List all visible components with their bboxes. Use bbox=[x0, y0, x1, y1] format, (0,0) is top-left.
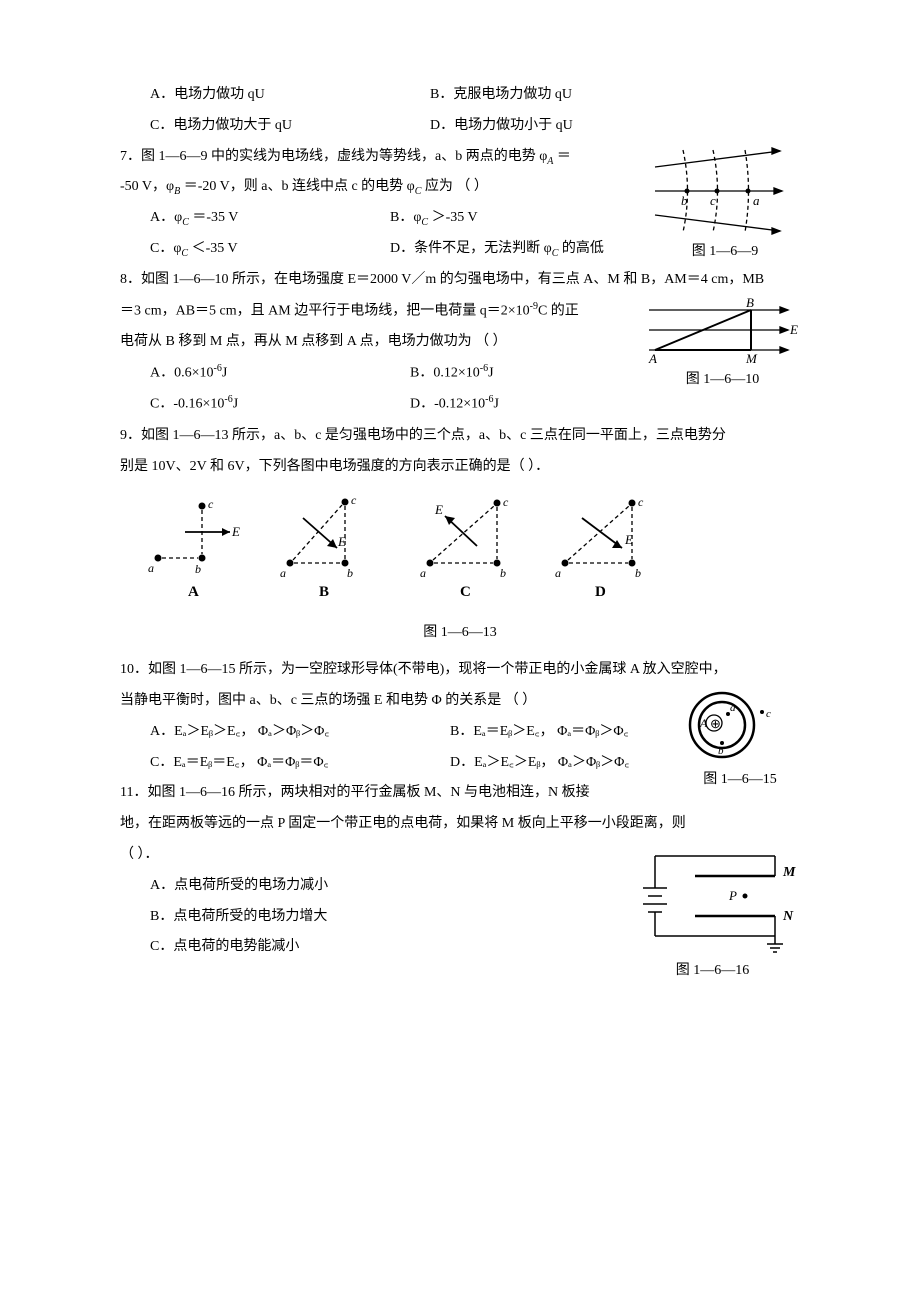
svg-text:c: c bbox=[503, 495, 509, 509]
svg-text:P: P bbox=[728, 888, 737, 903]
svg-text:b: b bbox=[500, 566, 506, 580]
q7-optA: A．φC ＝-35 V bbox=[120, 203, 390, 234]
svg-text:E: E bbox=[624, 532, 633, 547]
q7-figure: b c a 图 1—6—9 bbox=[650, 142, 800, 268]
capacitor-circuit-diagram-icon: P M N bbox=[625, 846, 800, 956]
q10-stem-line1: 10．如图 1—6—15 所示，为一空腔球形导体(不带电)，现将一个带正电的小金… bbox=[120, 655, 800, 686]
svg-text:B: B bbox=[319, 584, 329, 600]
q8-optC: C．-0.16×10-6J bbox=[120, 389, 410, 420]
q6-optA: A．电场力做功 qU bbox=[120, 80, 430, 111]
q6-optC: C．电场力做功大于 qU bbox=[120, 111, 430, 142]
q11-stem-line2: 地，在距两板等远的一点 P 固定一个带正电的点电荷，如果将 M 板向上平移一小段… bbox=[120, 809, 800, 840]
svg-text:b: b bbox=[681, 193, 688, 208]
svg-text:a: a bbox=[753, 193, 760, 208]
q10-block: 10．如图 1—6—15 所示，为一空腔球形导体(不带电)，现将一个带正电的小金… bbox=[120, 655, 800, 778]
q7-fig-caption: 图 1—6—9 bbox=[650, 237, 800, 268]
q7-optC: C．φC ＜-35 V bbox=[120, 234, 390, 265]
q7-optB: B．φC ＞-35 V bbox=[390, 203, 478, 234]
triangle-field-diagram-icon: A M B E bbox=[645, 295, 800, 365]
svg-text:a: a bbox=[555, 566, 561, 580]
svg-text:c: c bbox=[638, 495, 644, 509]
four-panels-diagram-icon: a b c E A a b c E B bbox=[120, 488, 680, 618]
svg-text:c: c bbox=[208, 497, 214, 511]
svg-text:C: C bbox=[460, 584, 471, 600]
svg-text:A: A bbox=[648, 351, 657, 365]
svg-text:c: c bbox=[351, 493, 357, 507]
q6-options-row1: A．电场力做功 qU B．克服电场力做功 qU bbox=[120, 80, 800, 111]
svg-text:a: a bbox=[730, 702, 736, 714]
q9-block: 9．如图 1—6—13 所示，a、b、c 是匀强电场中的三个点，a、b、c 三点… bbox=[120, 421, 800, 649]
q9-stem-line1: 9．如图 1—6—13 所示，a、b、c 是匀强电场中的三个点，a、b、c 三点… bbox=[120, 421, 800, 452]
svg-text:a: a bbox=[148, 561, 154, 575]
q11-fig-caption: 图 1—6—16 bbox=[625, 956, 800, 987]
q8-optA: A．0.6×10-6J bbox=[120, 358, 410, 389]
svg-text:B: B bbox=[746, 295, 754, 310]
svg-text:E: E bbox=[337, 534, 346, 549]
svg-text:A: A bbox=[699, 716, 708, 730]
svg-text:N: N bbox=[782, 909, 794, 924]
svg-text:E: E bbox=[231, 524, 240, 539]
svg-text:c: c bbox=[710, 193, 716, 208]
hollow-sphere-diagram-icon: A ⊕ a b c bbox=[680, 685, 790, 765]
q8-fig-caption: 图 1—6—10 bbox=[645, 365, 800, 396]
svg-text:M: M bbox=[782, 865, 796, 880]
q6-optB: B．克服电场力做功 qU bbox=[430, 80, 572, 111]
q10-optD: D．Eₐ＞E꜀＞Eᵦ， Φₐ＞Φᵦ＞Φ꜀ bbox=[450, 748, 629, 779]
field-lines-diagram-icon: b c a bbox=[650, 142, 800, 237]
q10-optA: A．Eₐ＞Eᵦ＞E꜀， Φₐ＞Φᵦ＞Φ꜀ bbox=[120, 717, 450, 748]
q8-stem-line1: 8．如图 1—6—10 所示，在电场强度 E＝2000 V／m 的匀强电场中，有… bbox=[120, 265, 800, 296]
svg-text:b: b bbox=[195, 562, 201, 576]
svg-text:A: A bbox=[188, 584, 199, 600]
svg-text:D: D bbox=[595, 584, 606, 600]
q7-optD: D．条件不足，无法判断 φC 的高低 bbox=[390, 234, 604, 265]
q10-optB: B．Eₐ＝Eᵦ＞E꜀， Φₐ＝Φᵦ＞Φ꜀ bbox=[450, 717, 628, 748]
q9-figure: a b c E A a b c E B bbox=[120, 488, 800, 649]
svg-text:b: b bbox=[635, 566, 641, 580]
svg-text:b: b bbox=[718, 745, 724, 757]
q8-block: 8．如图 1—6—10 所示，在电场强度 E＝2000 V／m 的匀强电场中，有… bbox=[120, 265, 800, 421]
svg-text:E: E bbox=[789, 322, 798, 337]
q9-fig-caption: 图 1—6—13 bbox=[120, 618, 800, 649]
q9-stem-line2: 别是 10V、2V 和 6V，下列各图中电场强度的方向表示正确的是（ ）． bbox=[120, 452, 800, 483]
q10-optC: C．Eₐ＝Eᵦ＝E꜀， Φₐ＝Φᵦ＝Φ꜀ bbox=[120, 748, 450, 779]
q11-figure: P M N 图 1—6—16 bbox=[625, 846, 800, 987]
svg-text:c: c bbox=[766, 708, 771, 720]
q8-figure: A M B E 图 1—6—10 bbox=[645, 295, 800, 396]
svg-text:b: b bbox=[347, 566, 353, 580]
svg-text:E: E bbox=[434, 502, 443, 517]
q11-stem-line1: 11．如图 1—6—16 所示，两块相对的平行金属板 M、N 与电池相连，N 板… bbox=[120, 778, 800, 809]
q11-block: 11．如图 1—6—16 所示，两块相对的平行金属板 M、N 与电池相连，N 板… bbox=[120, 778, 800, 963]
svg-text:a: a bbox=[420, 566, 426, 580]
q7-block: b c a 图 1—6—9 7．图 1—6—9 中的实线为电场线，虚线为等势线，… bbox=[120, 142, 800, 265]
q6-optD: D．电场力做功小于 qU bbox=[430, 111, 573, 142]
q8-optD: D．-0.12×10-6J bbox=[410, 389, 499, 420]
svg-text:⊕: ⊕ bbox=[710, 716, 721, 731]
svg-text:a: a bbox=[280, 566, 286, 580]
q8-optB: B．0.12×10-6J bbox=[410, 358, 494, 389]
q6-options-row2: C．电场力做功大于 qU D．电场力做功小于 qU bbox=[120, 111, 800, 142]
svg-text:M: M bbox=[745, 351, 758, 365]
